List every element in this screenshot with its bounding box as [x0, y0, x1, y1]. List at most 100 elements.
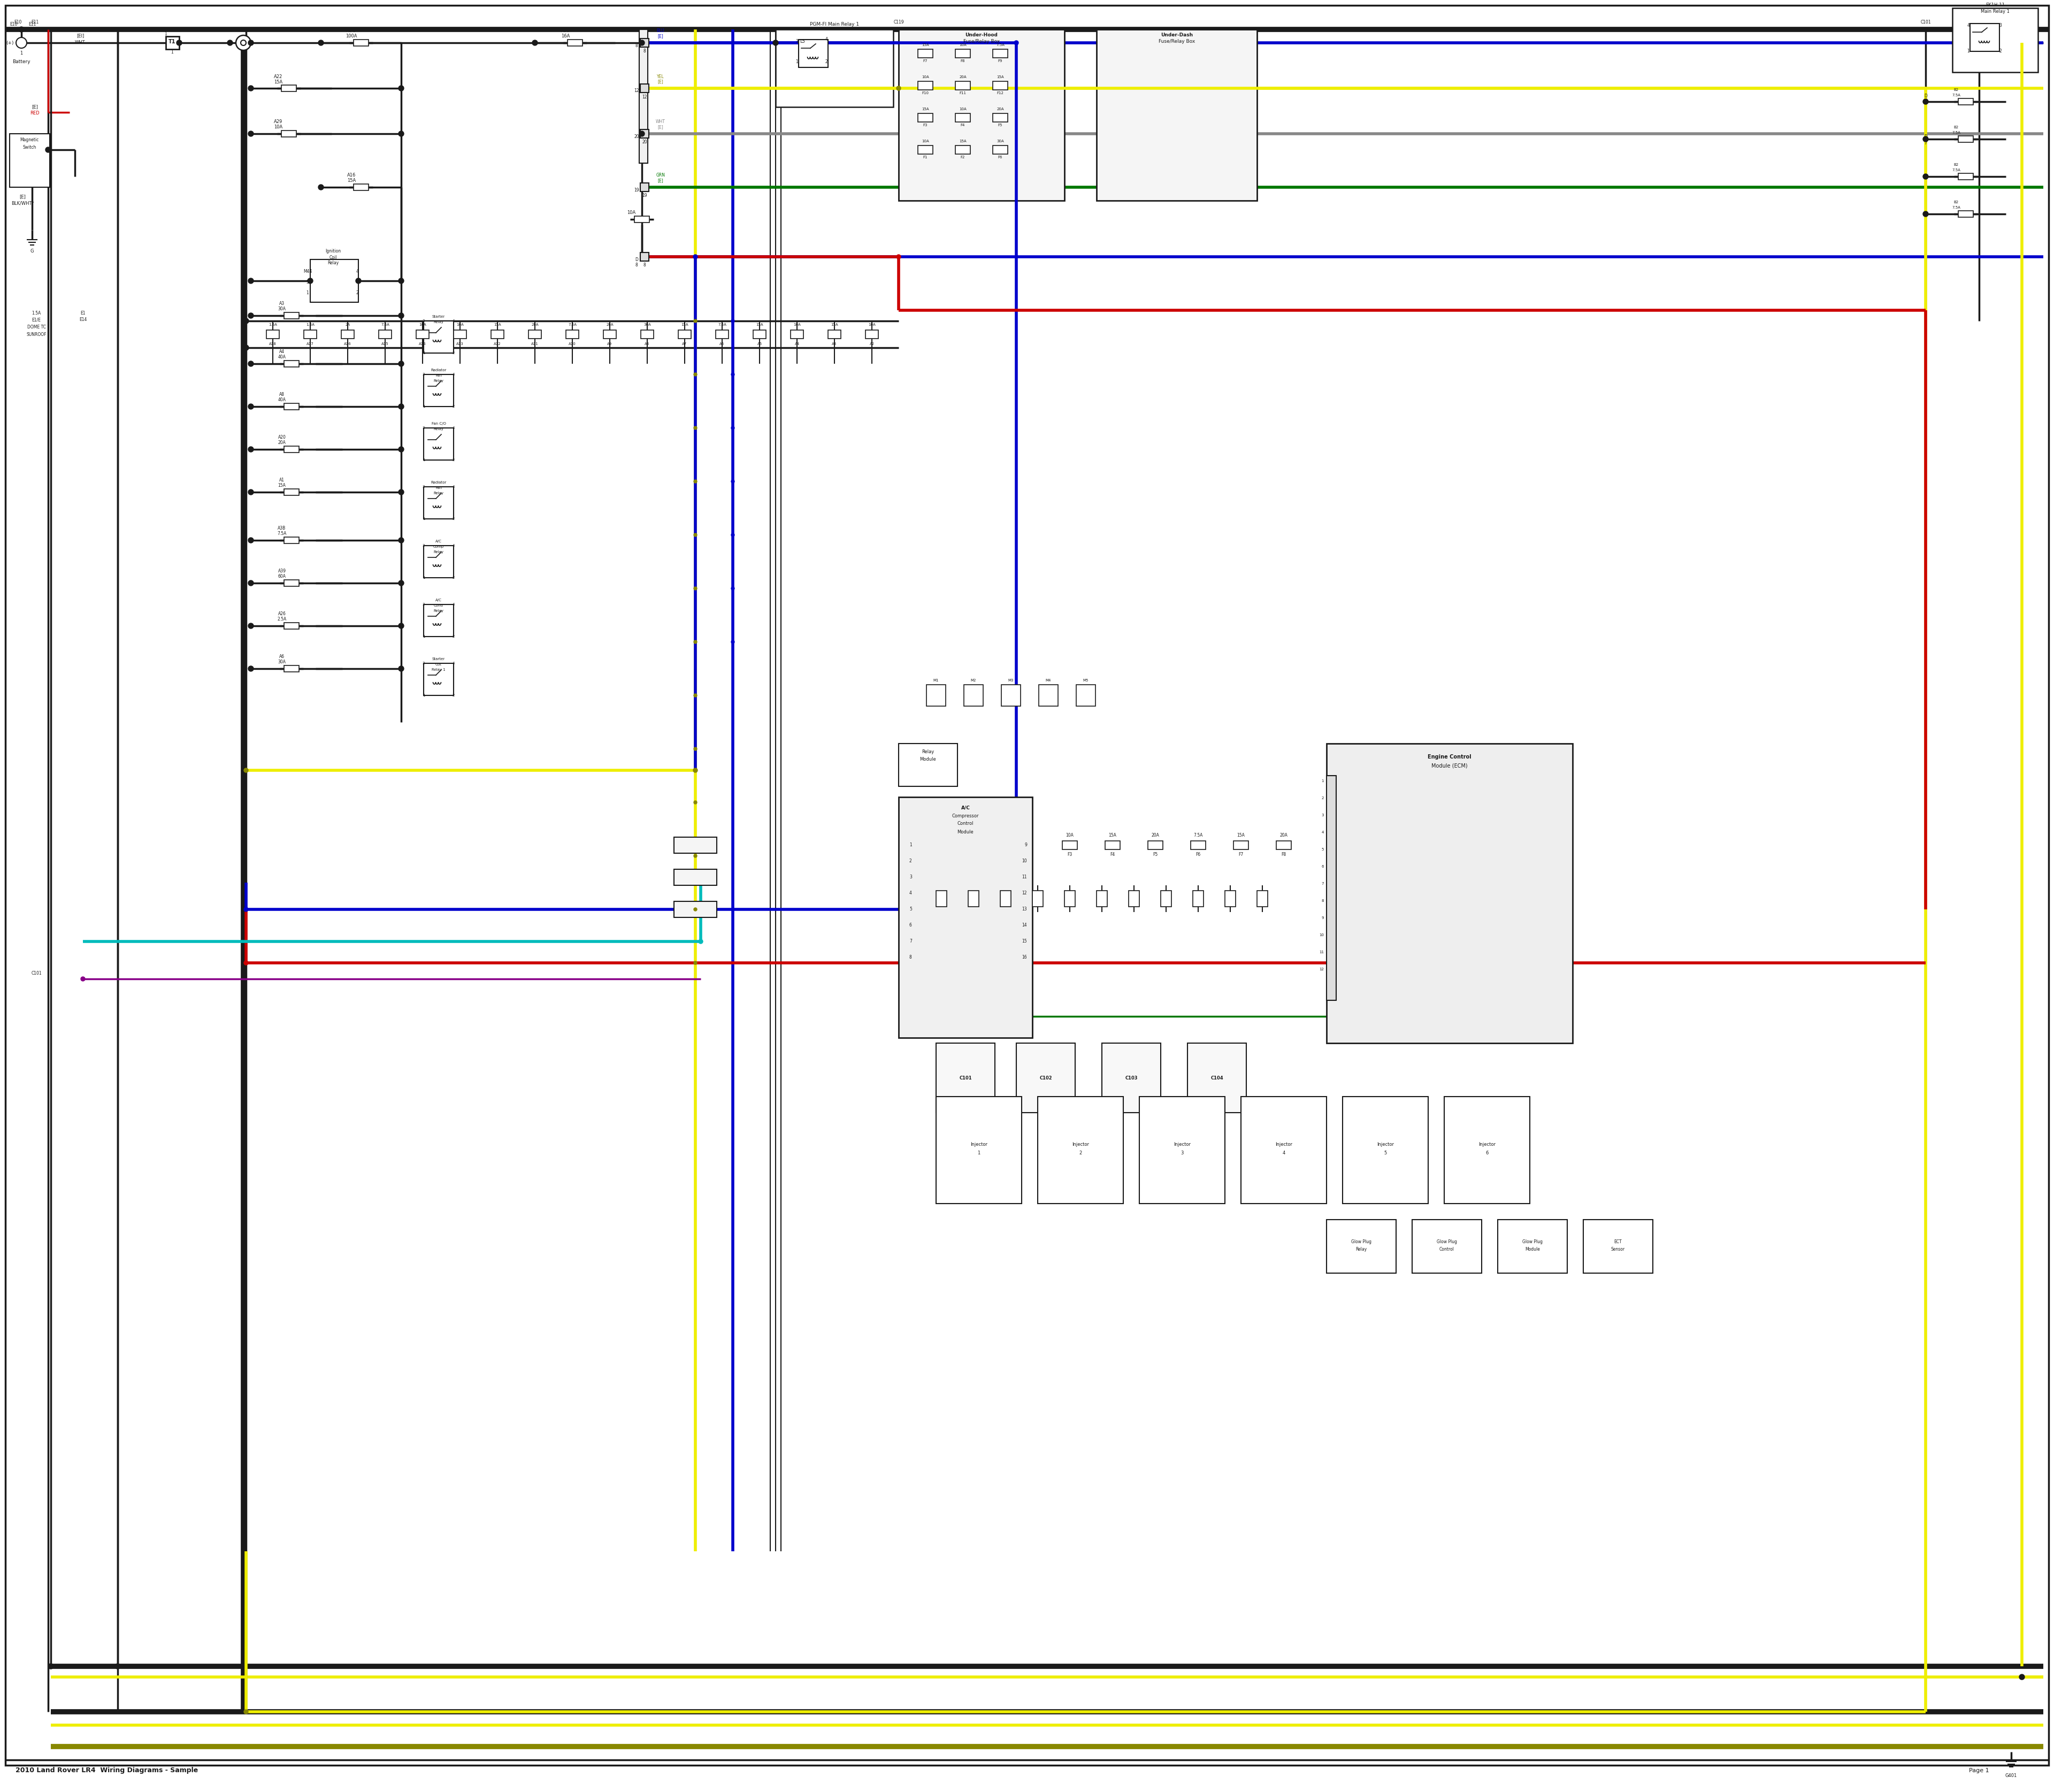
Text: 10A: 10A — [1066, 833, 1074, 839]
Text: Module: Module — [1524, 1247, 1540, 1253]
Bar — [641, 253, 649, 262]
Text: 3: 3 — [795, 39, 799, 45]
Circle shape — [694, 855, 696, 858]
Bar — [1140, 1097, 1224, 1204]
Circle shape — [1923, 174, 1929, 179]
Text: 2: 2 — [452, 351, 454, 355]
Bar — [992, 81, 1009, 90]
Text: 4: 4 — [452, 545, 454, 547]
Circle shape — [249, 39, 253, 45]
Bar — [918, 113, 933, 122]
Text: 4: 4 — [910, 891, 912, 896]
Text: 1: 1 — [795, 59, 799, 65]
Text: A1-5: A1-5 — [347, 29, 357, 34]
Text: 30A: 30A — [643, 323, 651, 326]
Bar — [10, 134, 49, 186]
Text: 10A: 10A — [869, 323, 875, 326]
Bar — [1000, 891, 1011, 907]
Text: 7.5A: 7.5A — [1193, 833, 1204, 839]
Text: 12: 12 — [1319, 968, 1325, 971]
Text: Injector: Injector — [969, 1142, 988, 1147]
Bar — [641, 183, 649, 192]
Bar — [310, 260, 357, 303]
Circle shape — [47, 1663, 53, 1668]
Circle shape — [398, 278, 405, 283]
Text: C101: C101 — [31, 971, 41, 977]
Text: 10A: 10A — [456, 323, 464, 326]
Text: A/C: A/C — [435, 599, 442, 602]
Bar — [423, 545, 454, 577]
Text: A13: A13 — [456, 342, 464, 346]
Circle shape — [772, 39, 778, 45]
Text: 7.5A: 7.5A — [277, 532, 288, 536]
Bar — [865, 330, 879, 339]
Text: 2.5A: 2.5A — [277, 616, 286, 622]
Bar — [1002, 685, 1021, 706]
Text: 15A: 15A — [959, 140, 967, 143]
Text: (+): (+) — [6, 41, 14, 45]
Text: F6: F6 — [998, 156, 1002, 159]
Bar — [641, 84, 649, 93]
Bar — [1327, 1220, 1397, 1272]
Bar — [1101, 1043, 1161, 1113]
Bar — [674, 869, 717, 885]
Bar — [423, 604, 454, 636]
Circle shape — [249, 489, 253, 495]
Circle shape — [698, 939, 702, 944]
Text: F4: F4 — [1109, 853, 1115, 857]
Bar — [955, 113, 969, 122]
Text: 7.5A: 7.5A — [1951, 206, 1960, 210]
Bar — [604, 330, 616, 339]
Text: 3: 3 — [423, 319, 425, 323]
Bar — [1327, 744, 1573, 1043]
Text: 1: 1 — [21, 52, 23, 56]
Text: 7.5A: 7.5A — [380, 323, 390, 326]
Text: 6: 6 — [910, 923, 912, 928]
Bar — [918, 145, 933, 154]
Text: 4: 4 — [826, 36, 828, 41]
Text: B2: B2 — [1953, 201, 1960, 204]
Text: 10: 10 — [1021, 858, 1027, 864]
Text: A22: A22 — [273, 73, 283, 79]
Bar — [1097, 891, 1107, 907]
Text: A/C: A/C — [961, 805, 969, 810]
Bar — [378, 330, 392, 339]
Text: 2: 2 — [452, 518, 454, 520]
Text: Battery: Battery — [12, 59, 31, 65]
Bar — [1497, 1220, 1567, 1272]
Text: A3: A3 — [279, 301, 286, 306]
Text: G401: G401 — [2005, 1774, 2017, 1778]
Text: 1.5A: 1.5A — [269, 323, 277, 326]
Text: B2: B2 — [1953, 125, 1960, 129]
Bar — [283, 312, 300, 319]
Text: 15: 15 — [1021, 939, 1027, 944]
Text: E10: E10 — [14, 20, 21, 25]
Circle shape — [694, 694, 696, 697]
Bar — [341, 330, 353, 339]
Bar — [799, 39, 828, 68]
Text: [E]: [E] — [657, 34, 663, 39]
Text: 2: 2 — [452, 634, 454, 638]
Circle shape — [177, 39, 183, 45]
Text: 12: 12 — [635, 88, 639, 93]
Text: 2A: 2A — [345, 323, 349, 326]
Circle shape — [249, 624, 253, 629]
Text: 7.5A: 7.5A — [717, 323, 727, 326]
Bar — [283, 360, 300, 367]
Text: C101: C101 — [959, 1075, 972, 1081]
Text: Control: Control — [1440, 1247, 1454, 1253]
Text: M44: M44 — [304, 269, 312, 274]
Bar — [1970, 23, 1999, 52]
Text: F2: F2 — [961, 156, 965, 159]
Circle shape — [398, 667, 405, 672]
Text: 15A: 15A — [347, 179, 355, 183]
Bar — [639, 29, 647, 163]
Text: 1: 1 — [423, 459, 425, 462]
Bar — [1234, 840, 1249, 849]
Circle shape — [731, 586, 735, 590]
Bar — [1037, 1097, 1124, 1204]
Circle shape — [731, 640, 735, 643]
Bar — [992, 48, 1009, 57]
Circle shape — [228, 39, 232, 45]
Text: Relay: Relay — [433, 609, 444, 613]
